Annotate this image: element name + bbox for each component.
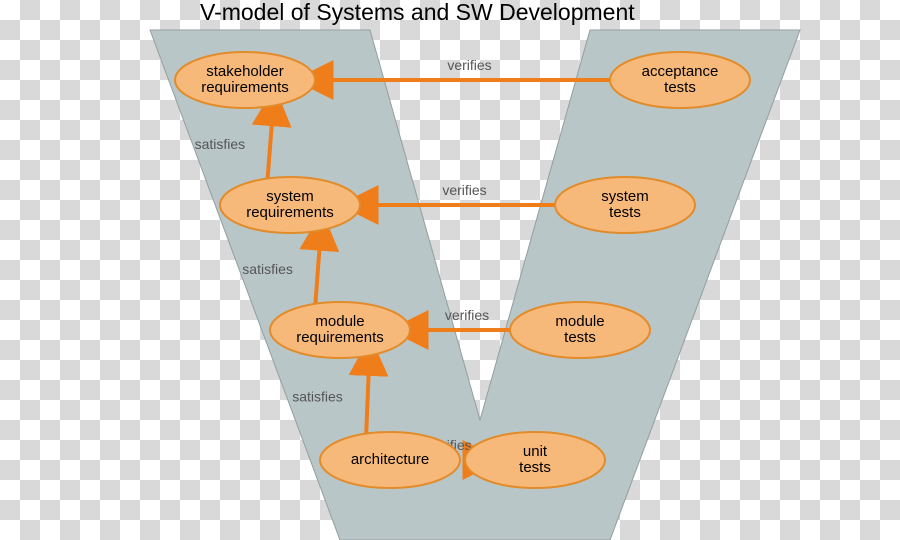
node-label-stakeholder-0: stakeholder (206, 63, 284, 80)
edge-label-satisfies: satisfies (195, 136, 246, 152)
edge-label-verifies: verifies (442, 182, 486, 198)
node-label-acceptance-1: tests (664, 79, 696, 96)
node-label-systest-1: tests (609, 204, 641, 221)
node-label-modtest-0: module (555, 313, 604, 330)
edge-label-verifies: verifies (447, 57, 491, 73)
node-label-stakeholder-1: requirements (201, 79, 289, 96)
node-label-sysreq-1: requirements (246, 204, 334, 221)
edge-arch-modreq (366, 368, 369, 435)
node-label-acceptance-0: acceptance (642, 63, 719, 80)
node-label-unit-0: unit (523, 443, 548, 460)
node-label-modreq-1: requirements (296, 329, 384, 346)
edge-label-satisfies: satisfies (292, 389, 343, 405)
node-label-unit-1: tests (519, 459, 551, 476)
node-label-modreq-0: module (315, 313, 364, 330)
node-label-systest-0: system (601, 188, 649, 205)
node-label-sysreq-0: system (266, 188, 314, 205)
edge-label-satisfies: satisfies (242, 261, 293, 277)
diagram-title: V-model of Systems and SW Development (200, 0, 635, 25)
node-label-modtest-1: tests (564, 329, 596, 346)
v-model-diagram: V-model of Systems and SW Development ve… (0, 0, 900, 540)
edge-label-verifies: verifies (445, 307, 489, 323)
node-label-arch-0: architecture (351, 451, 429, 468)
